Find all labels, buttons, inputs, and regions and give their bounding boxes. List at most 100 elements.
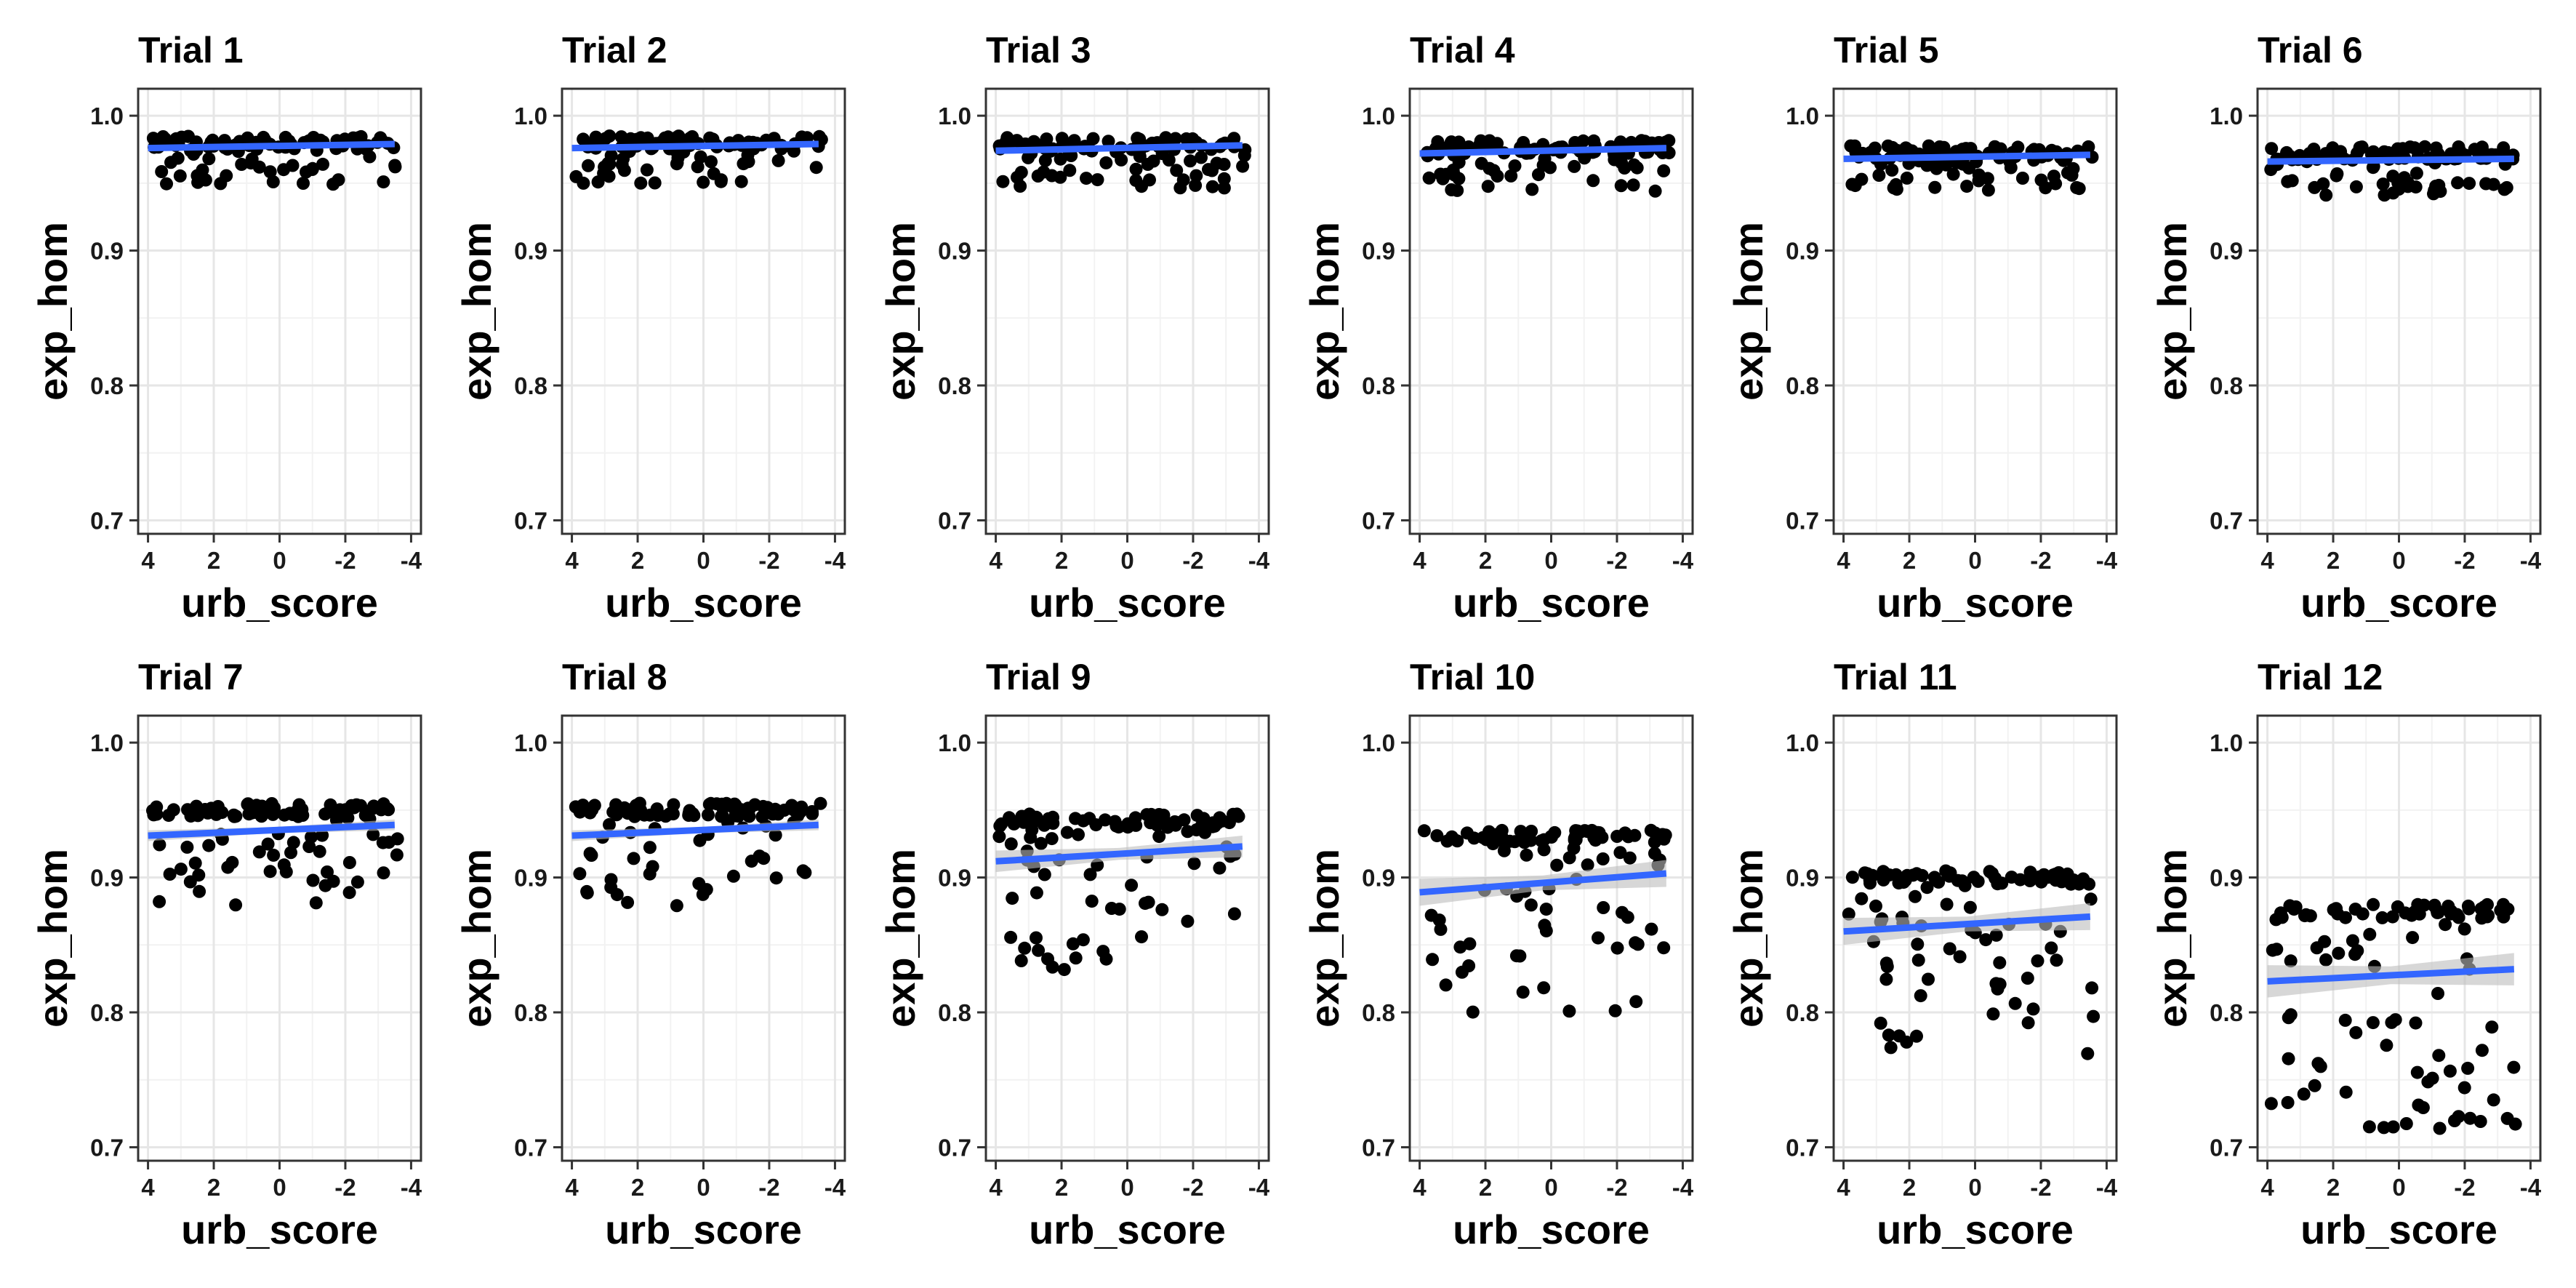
data-point	[1034, 836, 1048, 850]
data-point	[2339, 1085, 2353, 1099]
data-point	[1877, 865, 1890, 879]
data-point	[160, 177, 173, 191]
data-point	[1467, 831, 1481, 845]
data-point	[1481, 180, 1495, 193]
data-point	[1098, 813, 1112, 827]
data-point	[603, 817, 616, 831]
y-tick-label: 0.9	[514, 238, 547, 265]
data-point	[1909, 889, 1922, 903]
data-point	[1014, 166, 1028, 179]
data-point	[1960, 180, 1974, 193]
data-point	[2297, 1087, 2311, 1101]
data-point	[1038, 868, 1051, 881]
data-point	[284, 846, 297, 860]
y-tick-label: 0.7	[2210, 507, 2243, 534]
data-point	[2314, 1060, 2327, 1073]
trend-line	[2267, 155, 2514, 165]
data-point	[1133, 132, 1147, 146]
x-tick-label: 4	[2260, 1174, 2274, 1201]
y-tick-label: 1.0	[514, 103, 547, 129]
data-point	[1099, 156, 1113, 169]
x-tick-label: 2	[1479, 1174, 1492, 1201]
data-point	[1430, 829, 1444, 843]
data-point	[769, 828, 782, 842]
data-point	[1184, 154, 1197, 168]
y-axis-label: exp_hom	[878, 222, 923, 401]
x-axis-label: urb_score	[181, 580, 378, 625]
data-point	[1951, 873, 1965, 887]
panel-title: Trial 12	[2258, 657, 2383, 697]
data-point	[2381, 145, 2395, 159]
data-point	[2008, 996, 2022, 1010]
data-point	[1217, 172, 1231, 185]
y-tick-label: 0.9	[90, 238, 124, 265]
facet-panel: Trial 5 4 2 0 -2 -4 0.7 0.8 0.9 1.0 urb_score exp_h…	[1696, 0, 2119, 625]
data-point	[1889, 177, 1903, 191]
data-point	[2023, 865, 2037, 879]
data-point	[2406, 931, 2420, 945]
data-point	[193, 884, 206, 898]
panel-title: Trial 7	[138, 657, 244, 697]
y-tick-label: 0.7	[514, 507, 547, 534]
data-point	[2081, 1047, 2095, 1060]
data-point	[377, 866, 390, 880]
data-point	[1621, 911, 1634, 924]
data-point	[2281, 1096, 2295, 1109]
data-point	[2452, 1110, 2465, 1124]
data-point	[1592, 931, 1605, 945]
data-point	[1422, 171, 1436, 185]
data-point	[2077, 872, 2090, 886]
x-axis-label: urb_score	[605, 580, 802, 625]
y-axis-label: exp_hom	[2149, 849, 2195, 1028]
x-tick-label: -2	[2030, 547, 2051, 574]
facet-plot: Trial 2 4 2 0 -2 -4 0.7 0.8 0.9 1.0 urb_score exp_h…	[454, 30, 846, 625]
data-point	[814, 796, 827, 810]
x-tick-label: 0	[273, 547, 286, 574]
x-tick-label: -4	[2096, 547, 2118, 574]
data-point	[1096, 945, 1110, 959]
data-point	[313, 844, 326, 858]
data-point	[1057, 963, 1071, 977]
x-tick-label: 0	[1120, 547, 1133, 574]
data-point	[1517, 136, 1530, 149]
data-point	[1953, 950, 1967, 964]
panel-border	[137, 87, 422, 535]
data-point	[705, 155, 718, 169]
data-point	[624, 132, 638, 145]
data-point	[2475, 1044, 2489, 1057]
data-point	[1140, 808, 1154, 822]
data-point	[2332, 946, 2346, 960]
panel-border	[1832, 87, 2118, 535]
data-point	[2386, 1120, 2400, 1134]
y-tick-label: 0.8	[1362, 372, 1395, 399]
data-point	[2457, 922, 2471, 936]
data-point	[1863, 876, 1877, 890]
panel-border	[2256, 714, 2542, 1162]
data-point	[2412, 1098, 2425, 1112]
data-point	[321, 865, 334, 879]
x-tick-label: -4	[401, 1174, 422, 1201]
data-point	[996, 175, 1010, 188]
data-point	[266, 804, 280, 818]
data-point	[366, 828, 380, 841]
data-point	[2275, 911, 2289, 924]
panel-border	[561, 714, 846, 1162]
data-point	[1072, 828, 1085, 841]
data-point	[2501, 903, 2515, 916]
data-point	[640, 163, 654, 177]
x-tick-label: 4	[141, 1174, 155, 1201]
data-point	[1567, 841, 1581, 855]
data-point	[1170, 164, 1184, 177]
facet-plot: Trial 6 4 2 0 -2 -4 0.7 0.8 0.9 1.0 urb_score exp_h…	[2149, 30, 2542, 625]
x-tick-label: 2	[207, 1174, 220, 1201]
data-point	[245, 152, 259, 166]
data-point	[202, 152, 216, 166]
data-point	[1045, 832, 1059, 846]
x-tick-label: 0	[273, 1174, 286, 1201]
data-point	[1845, 177, 1859, 191]
data-point	[2479, 177, 2493, 191]
data-point	[1874, 1016, 1887, 1030]
data-point	[2457, 1081, 2471, 1095]
data-point	[2308, 1079, 2322, 1092]
data-point	[1091, 173, 1104, 187]
